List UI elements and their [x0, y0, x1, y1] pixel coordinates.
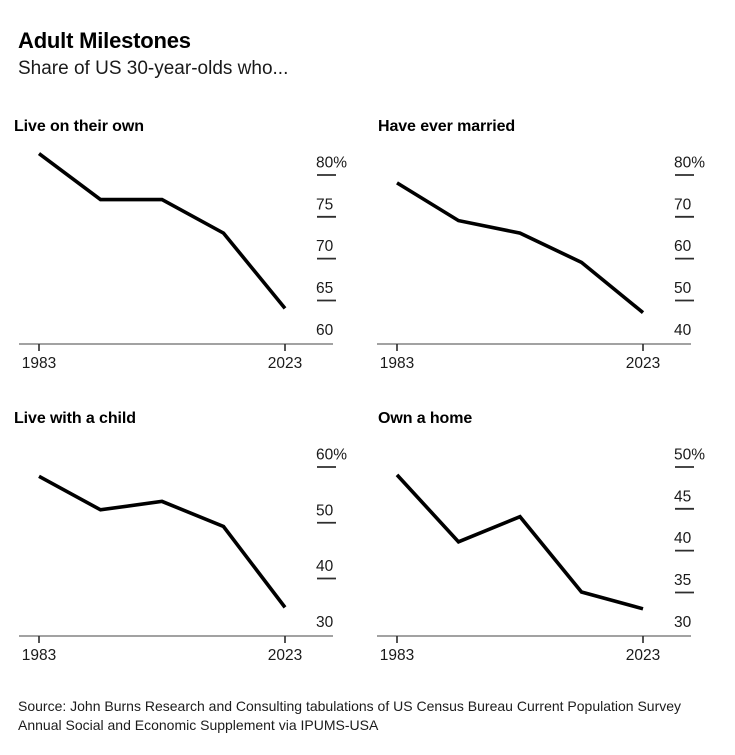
line-chart-own-a-home: 1983 2023 50% 45 40 35 30 [377, 447, 705, 664]
y-tick-label: 30 [674, 614, 692, 631]
x-tick-label: 1983 [380, 355, 414, 372]
y-tick-label: 40 [674, 530, 692, 547]
y-tick-label: 80% [674, 155, 705, 172]
chart-subtitle: Share of US 30-year-olds who... [18, 58, 289, 79]
line-chart-have-ever-married: 1983 2023 80% 70 60 50 40 [377, 155, 705, 372]
panel-title-have-ever-married: Have ever married [378, 118, 516, 135]
y-tick-label: 40 [674, 322, 692, 339]
y-tick-label: 60 [674, 238, 692, 255]
x-tick-label: 1983 [22, 355, 56, 372]
y-tick-label: 70 [674, 196, 692, 213]
y-tick-label: 50 [316, 502, 334, 519]
panel-have-ever-married: Have ever married 1983 2023 80% 70 60 50 40 [361, 112, 731, 384]
data-line [37, 152, 287, 310]
line-chart-live-on-their-own: 1983 2023 80% 75 70 65 60 [19, 152, 347, 372]
y-tick-label: 50% [674, 447, 705, 464]
y-tick-label: 60% [316, 447, 347, 464]
source-line-1: Source: John Burns Research and Consulti… [18, 698, 682, 714]
panel-title-live-on-their-own: Live on their own [14, 118, 144, 135]
data-line [396, 181, 645, 314]
x-tick-label: 2023 [268, 647, 302, 664]
chart-title: Adult Milestones [18, 28, 191, 53]
data-line [38, 474, 287, 609]
x-tick-label: 2023 [626, 355, 660, 372]
panel-title-live-with-a-child: Live with a child [14, 410, 136, 427]
y-tick-label: 60 [316, 322, 334, 339]
y-tick-label: 50 [674, 280, 692, 297]
data-line [395, 473, 644, 611]
y-tick-label: 65 [316, 280, 333, 297]
y-tick-label: 75 [316, 196, 333, 213]
y-tick-label: 30 [316, 614, 334, 631]
y-tick-label: 70 [316, 238, 334, 255]
y-tick-label: 40 [316, 558, 334, 575]
x-tick-label: 2023 [626, 647, 660, 664]
panel-live-with-a-child: Live with a child 1983 2023 60% 50 40 30 [3, 404, 373, 676]
y-tick-label: 35 [674, 572, 691, 589]
y-tick-label: 80% [316, 155, 347, 172]
panel-title-own-a-home: Own a home [378, 410, 473, 427]
y-tick-label: 45 [674, 488, 691, 505]
line-chart-live-with-a-child: 1983 2023 60% 50 40 30 [19, 447, 347, 664]
source-note: Source: John Burns Research and Consulti… [18, 697, 728, 734]
x-tick-label: 1983 [380, 647, 414, 664]
x-tick-label: 2023 [268, 355, 302, 372]
source-line-2: Annual Social and Economic Supplement vi… [18, 716, 379, 733]
panel-own-a-home: Own a home 1983 2023 50% 45 40 35 30 [361, 404, 731, 676]
x-tick-label: 1983 [22, 647, 56, 664]
panel-live-on-their-own: Live on their own 1983 2023 80% 75 70 65 60 [3, 112, 373, 384]
